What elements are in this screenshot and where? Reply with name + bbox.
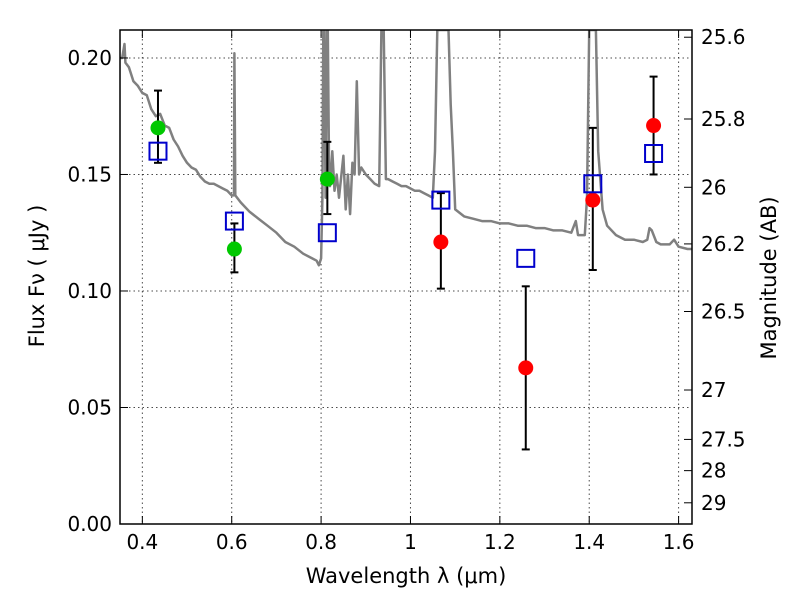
x-tick-label: 1.6	[663, 530, 695, 554]
right-tick-label: 27	[701, 378, 726, 402]
data-point	[319, 171, 335, 187]
data-point	[585, 192, 601, 208]
data-point	[150, 120, 166, 136]
data-point	[433, 234, 449, 250]
data-point	[226, 241, 242, 257]
ticks: 0.4 0.6 0.8 1 1.2 1.4 1.6 0.00 0.05 0.10 0.15 0.20 2…	[67, 25, 745, 554]
plot-frame	[119, 29, 693, 525]
model-point	[583, 174, 603, 194]
x-tick-label: 1.4	[573, 530, 605, 554]
right-tick-label: 29	[701, 491, 726, 515]
x-tick-label: 1	[404, 530, 417, 554]
model-point	[431, 190, 451, 210]
model-spectrum	[120, 30, 692, 267]
right-tick-label: 28	[701, 459, 726, 483]
x-tick-label: 1.2	[484, 530, 516, 554]
right-tick-label: 27.5	[701, 427, 746, 451]
right-tick-label: 25.8	[701, 107, 746, 131]
model-point	[224, 211, 244, 231]
x-tick-label: 0.6	[216, 530, 248, 554]
x-tick-label: 0.4	[126, 530, 158, 554]
x-axis-label: Wavelength λ (μm)	[306, 564, 507, 588]
right-tick-label: 26	[701, 175, 726, 199]
y-axis-label: Flux Fν ( μJy )	[25, 205, 49, 348]
y-tick-label: 0.10	[67, 279, 112, 303]
x-tick-label: 0.8	[305, 530, 337, 554]
right-tick-label: 25.6	[701, 25, 746, 49]
data-point	[646, 118, 662, 134]
right-tick-label: 26.2	[701, 232, 746, 256]
model-point	[644, 144, 664, 163]
data-markers	[148, 118, 664, 376]
error-bars	[153, 75, 658, 451]
model-point	[148, 141, 168, 161]
model-point	[317, 223, 337, 243]
y-tick-label: 0.20	[67, 46, 112, 70]
data-point	[518, 360, 534, 376]
right-tick-label: 26.5	[701, 299, 746, 323]
y-tick-label: 0.15	[67, 162, 112, 186]
spectrum-line	[120, 30, 692, 267]
model-point	[516, 248, 536, 268]
y-tick-label: 0.00	[67, 512, 112, 536]
right-axis-label: Magnitude (AB)	[757, 196, 781, 359]
grid	[120, 30, 692, 525]
y-tick-label: 0.05	[67, 395, 112, 419]
